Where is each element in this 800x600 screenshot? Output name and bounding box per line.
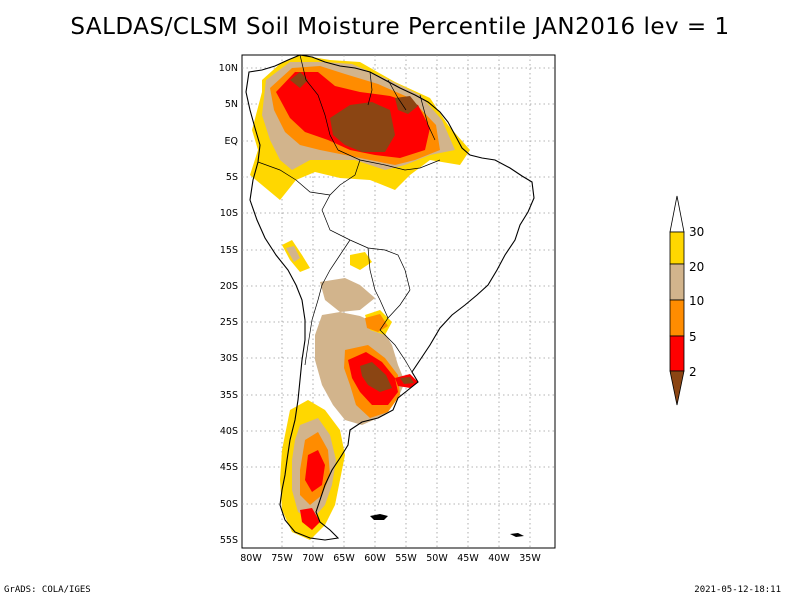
lat-label-40s: 40S xyxy=(220,426,238,437)
legend-above-30 xyxy=(669,195,685,233)
footer-timestamp: 2021-05-12-18:11 xyxy=(694,585,781,595)
legend-20-30 xyxy=(669,231,685,265)
legend-label-30: 30 xyxy=(689,225,704,239)
map-frame xyxy=(241,54,556,549)
soil-moisture-shading xyxy=(250,55,470,540)
lat-label-10n: 10N xyxy=(219,63,238,74)
lat-labels: 10N 5N EQ 5S 10S 15S 20S 25S 30S 35S 40S… xyxy=(219,63,238,546)
shade-patagonia-red xyxy=(305,450,325,492)
shade-central-yellow xyxy=(350,252,372,270)
lon-label-45w: 45W xyxy=(457,553,479,564)
legend-below-2 xyxy=(669,370,685,406)
south-georgia xyxy=(510,533,524,537)
legend-label-10: 10 xyxy=(689,294,704,308)
lon-label-70w: 70W xyxy=(302,553,324,564)
lon-label-60w: 60W xyxy=(364,553,386,564)
shade-andes-tan xyxy=(286,246,300,262)
south-america-outline xyxy=(245,54,535,541)
lon-label-55w: 55W xyxy=(395,553,417,564)
lat-label-35s: 35S xyxy=(220,390,238,401)
lat-label-5n: 5N xyxy=(225,99,238,110)
lat-label-15s: 15S xyxy=(220,245,238,256)
legend-10-20 xyxy=(669,263,685,301)
map-title: SALDAS/CLSM Soil Moisture Percentile JAN… xyxy=(70,14,730,40)
color-legend xyxy=(669,195,685,406)
legend-label-2: 2 xyxy=(689,365,697,379)
shade-argentina-brown xyxy=(360,362,392,392)
lat-label-45s: 45S xyxy=(220,462,238,473)
shade-parana-orange xyxy=(365,314,388,332)
legend-label-5: 5 xyxy=(689,330,697,344)
lat-label-55s: 55S xyxy=(220,535,238,546)
footer-credit: GrADS: COLA/IGES xyxy=(4,585,91,595)
shade-north-brown xyxy=(330,102,395,152)
lat-label-eq: EQ xyxy=(225,136,238,147)
lat-label-20s: 20S xyxy=(220,281,238,292)
lat-label-10s: 10S xyxy=(220,208,238,219)
shade-north-brown-3 xyxy=(290,72,308,88)
falkland-islands xyxy=(370,514,388,520)
lat-label-30s: 30S xyxy=(220,353,238,364)
shade-central-tan xyxy=(320,278,375,312)
legend-label-20: 20 xyxy=(689,260,704,274)
lon-labels: 80W 75W 70W 65W 60W 55W 50W 45W 40W 35W xyxy=(240,553,541,564)
country-borders xyxy=(257,54,441,373)
legend-2-5 xyxy=(669,335,685,372)
lon-label-40w: 40W xyxy=(488,553,510,564)
legend-labels: 30 20 10 5 2 xyxy=(689,225,704,379)
lon-label-35w: 35W xyxy=(519,553,541,564)
shade-north-brown-2 xyxy=(395,96,418,114)
legend-5-10 xyxy=(669,299,685,337)
lon-label-50w: 50W xyxy=(426,553,448,564)
lon-label-80w: 80W xyxy=(240,553,262,564)
lat-label-50s: 50S xyxy=(220,499,238,510)
lon-label-75w: 75W xyxy=(271,553,293,564)
lat-label-5s: 5S xyxy=(226,172,238,183)
shade-patagonia-south-red xyxy=(300,508,320,530)
lat-label-25s: 25S xyxy=(220,317,238,328)
lon-label-65w: 65W xyxy=(333,553,355,564)
shade-uruguay-brown xyxy=(400,377,414,384)
